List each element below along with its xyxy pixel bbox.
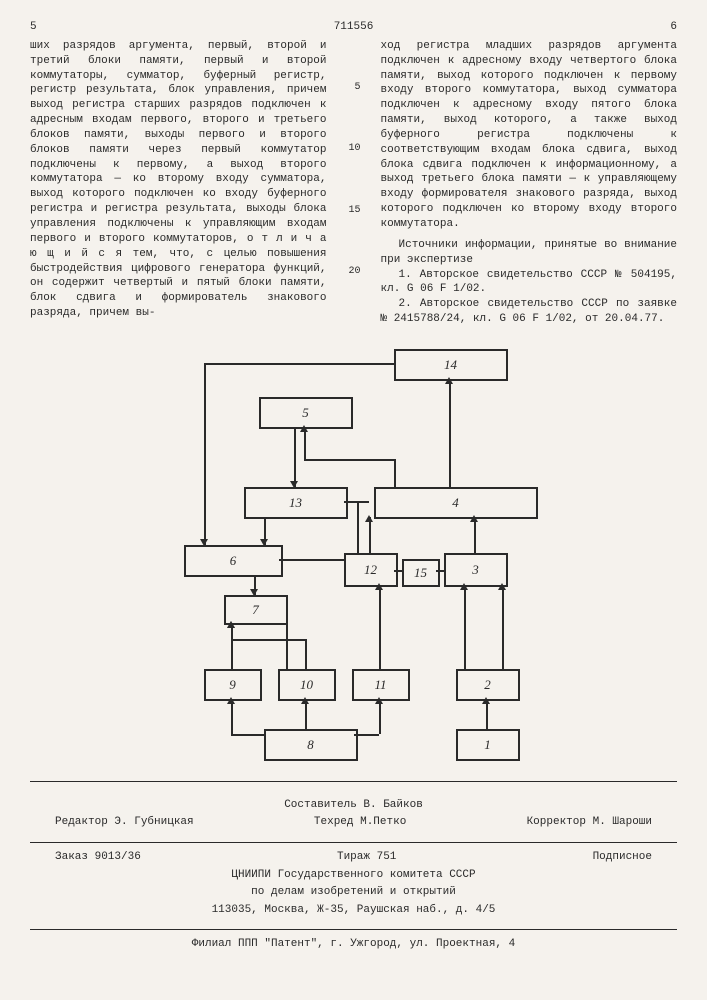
tirage: Тираж 751	[337, 849, 396, 867]
block-1: 1	[456, 729, 520, 761]
line-number: 15	[347, 204, 361, 218]
patent-number: 711556	[334, 21, 374, 33]
line-number: 20	[347, 265, 361, 279]
editor: Редактор Э. Губницкая	[55, 814, 194, 832]
divider	[30, 781, 677, 782]
block-8: 8	[264, 729, 358, 761]
line-numbers: 5 10 15 20	[347, 39, 361, 327]
compiler: Составитель В. Байков	[30, 797, 677, 815]
line-number: 10	[347, 142, 361, 156]
right-text: ход регистра младших разрядов аргумента …	[381, 40, 678, 230]
source-1: 1. Авторское свидетельство СССР № 504195…	[381, 268, 678, 298]
sign: Подписное	[593, 849, 652, 867]
block-diagram: 123456789101112131415	[144, 339, 564, 769]
line-number: 5	[347, 81, 361, 95]
block-15: 15	[402, 559, 440, 587]
text-columns: ших разрядов аргумента, первый, второй и…	[30, 39, 677, 327]
corrector: Корректор М. Шароши	[527, 814, 652, 832]
divider	[30, 929, 677, 930]
source-2: 2. Авторское свидетельство СССР по заявк…	[381, 297, 678, 327]
right-column: ход регистра младших разрядов аргумента …	[381, 39, 678, 327]
page-left: 5	[30, 20, 37, 35]
branch: Филиал ППП "Патент", г. Ужгород, ул. Про…	[30, 936, 677, 954]
block-13: 13	[244, 487, 348, 519]
techred: Техред М.Петко	[314, 814, 406, 832]
diagram-container: 123456789101112131415	[30, 339, 677, 769]
credits-block: Составитель В. Байков Редактор Э. Губниц…	[30, 797, 677, 954]
order: Заказ 9013/36	[55, 849, 141, 867]
block-6: 6	[184, 545, 283, 577]
block-4: 4	[374, 487, 538, 519]
left-column: ших разрядов аргумента, первый, второй и…	[30, 39, 327, 327]
divider	[30, 842, 677, 843]
page-header: 5 711556 6	[30, 20, 677, 35]
block-12: 12	[344, 553, 398, 587]
organization: ЦНИИПИ Государственного комитета СССР по…	[30, 867, 677, 920]
sources-heading: Источники информации, принятые во вниман…	[381, 238, 678, 268]
page-right: 6	[670, 20, 677, 35]
block-3: 3	[444, 553, 508, 587]
